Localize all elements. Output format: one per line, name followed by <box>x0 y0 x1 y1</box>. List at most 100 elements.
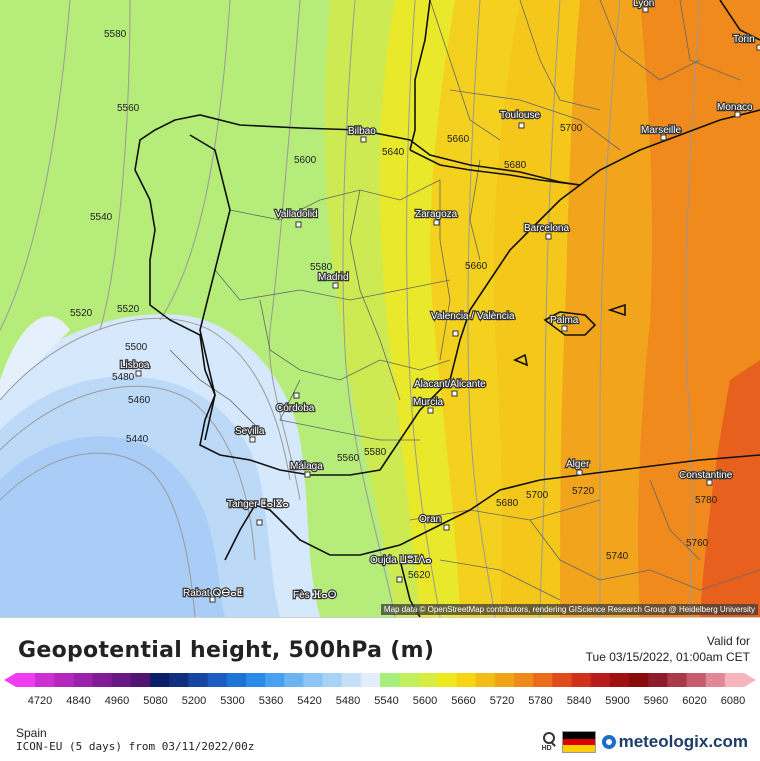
contour-label: 5580 <box>364 447 387 458</box>
german-flag-icon[interactable] <box>561 731 596 753</box>
brand-logo[interactable]: meteologix.com <box>601 732 748 752</box>
contour-label: 5560 <box>117 103 140 114</box>
scale-tick-label: 5780 <box>528 695 552 707</box>
contour-label: 5460 <box>128 395 151 406</box>
city-label: Madrid <box>318 272 349 283</box>
city-label: Alacant/Alicante <box>414 379 486 390</box>
contour-lines <box>0 0 701 617</box>
scale-tick-label: 5720 <box>490 695 514 707</box>
scale-swatch <box>380 673 400 687</box>
scale-swatch <box>188 673 209 687</box>
map-canvas: Lyon Torin Monaco Toulouse Marseille Bil… <box>0 0 760 617</box>
city-label: Monaco <box>717 102 753 113</box>
scale-swatch <box>456 673 477 687</box>
scale-swatch <box>35 673 55 687</box>
scale-swatch <box>303 673 324 687</box>
contour-label: 5740 <box>606 551 629 562</box>
city-label: Sevilla <box>235 426 265 437</box>
scale-tick-label: 4960 <box>105 695 129 707</box>
flag-stripe-red <box>562 738 595 746</box>
city-label: Torin <box>733 34 755 45</box>
scale-swatch <box>245 673 266 687</box>
contour-label: 5560 <box>337 453 360 464</box>
contour-label: 5760 <box>686 538 709 549</box>
contour-label: 5520 <box>70 308 93 319</box>
city-label: Tanger ⵟⴰⵏⴵⴰ <box>227 499 289 510</box>
contour-label: 5700 <box>526 490 549 501</box>
footer-icons: HD meteologix.com <box>542 730 748 754</box>
band-5440 <box>0 436 225 617</box>
scale-swatch <box>724 673 745 687</box>
contour-label: 5520 <box>117 304 140 315</box>
scale-swatch <box>552 673 573 687</box>
brand-dot-icon <box>601 735 616 749</box>
scale-swatch <box>475 673 496 687</box>
contour-label: 5780 <box>695 495 718 506</box>
hd-zoom-icon[interactable]: HD <box>542 731 556 753</box>
scale-swatch <box>514 673 534 687</box>
scale-swatch <box>73 673 94 687</box>
band-5780 <box>700 360 760 617</box>
map-attribution[interactable]: Map data © OpenStreetMap contributors, r… <box>380 604 758 615</box>
contour-label: 5660 <box>465 261 488 272</box>
city-label: Lisboa <box>120 360 150 371</box>
contour-label: 5440 <box>126 434 149 445</box>
scale-tick-label: 5960 <box>644 695 668 707</box>
scale-tick-label: 5200 <box>182 695 206 707</box>
city-label: Zaragoza <box>415 209 458 220</box>
scale-tick-label: 5840 <box>567 695 591 707</box>
scale-arrow-right <box>744 673 756 687</box>
scale-tick-label: 5600 <box>413 695 437 707</box>
scale-swatch <box>341 673 362 687</box>
weather-map[interactable]: Lyon Torin Monaco Toulouse Marseille Bil… <box>0 0 760 617</box>
scale-swatch <box>705 673 726 687</box>
contour-label: 5580 <box>310 262 333 273</box>
city-label: Murcia <box>413 397 443 408</box>
hd-label: HD <box>541 745 552 752</box>
country-borders <box>134 0 760 617</box>
scale-tick-label: 5360 <box>259 695 283 707</box>
scale-tick-label: 5480 <box>336 695 360 707</box>
scale-tick-label: 6020 <box>682 695 706 707</box>
city-label: Barcelona <box>524 223 569 234</box>
scale-swatch <box>571 673 592 687</box>
model-run: ICON-EU (5 days) from 03/11/2022/00z <box>16 740 255 753</box>
scale-swatch <box>54 673 75 687</box>
city-label: Valladolid <box>275 209 318 220</box>
scale-swatch <box>590 673 611 687</box>
city-label: Fès ⴼⴰⵙ <box>293 590 337 601</box>
scale-swatch <box>648 673 668 687</box>
contour-label: 5640 <box>382 147 405 158</box>
valid-time: Tue 03/15/2022, 01:00am CET <box>585 650 750 664</box>
city-label: Valencia / València <box>431 311 515 322</box>
scale-arrow-left <box>4 673 16 687</box>
city-label: Rabat ⵕⴱⴰⵟ <box>183 588 243 599</box>
scale-swatch <box>418 673 439 687</box>
contour-label: 5720 <box>572 486 595 497</box>
scale-swatch <box>322 673 343 687</box>
scale-tick-label: 4720 <box>28 695 52 707</box>
contour-label: 5580 <box>104 29 127 40</box>
scale-swatch <box>629 673 649 687</box>
scale-tick-label: 5540 <box>374 695 398 707</box>
scale-swatch <box>169 673 190 687</box>
contour-label: 5680 <box>504 160 527 171</box>
city-label: Lyon <box>633 0 654 9</box>
city-label: Marseille <box>641 125 681 136</box>
contour-label: 5480 <box>112 372 135 383</box>
scale-swatch <box>150 673 170 687</box>
scale-swatch <box>609 673 630 687</box>
scale-tick-label: 6080 <box>721 695 745 707</box>
scale-swatch <box>437 673 458 687</box>
scale-tick-label: 5660 <box>451 695 475 707</box>
region-name: Spain <box>16 726 47 740</box>
scale-tick-label: 5300 <box>220 695 244 707</box>
contour-label: 5620 <box>408 570 431 581</box>
scale-swatch <box>399 673 419 687</box>
contour-label: 5540 <box>90 212 113 223</box>
scale-swatch <box>207 673 228 687</box>
city-label: Bilbao <box>348 126 376 137</box>
legend-panel: Geopotential height, 500hPa (m) Valid fo… <box>0 617 760 761</box>
scale-tick-label: 5080 <box>143 695 167 707</box>
scale-swatch <box>16 673 36 687</box>
